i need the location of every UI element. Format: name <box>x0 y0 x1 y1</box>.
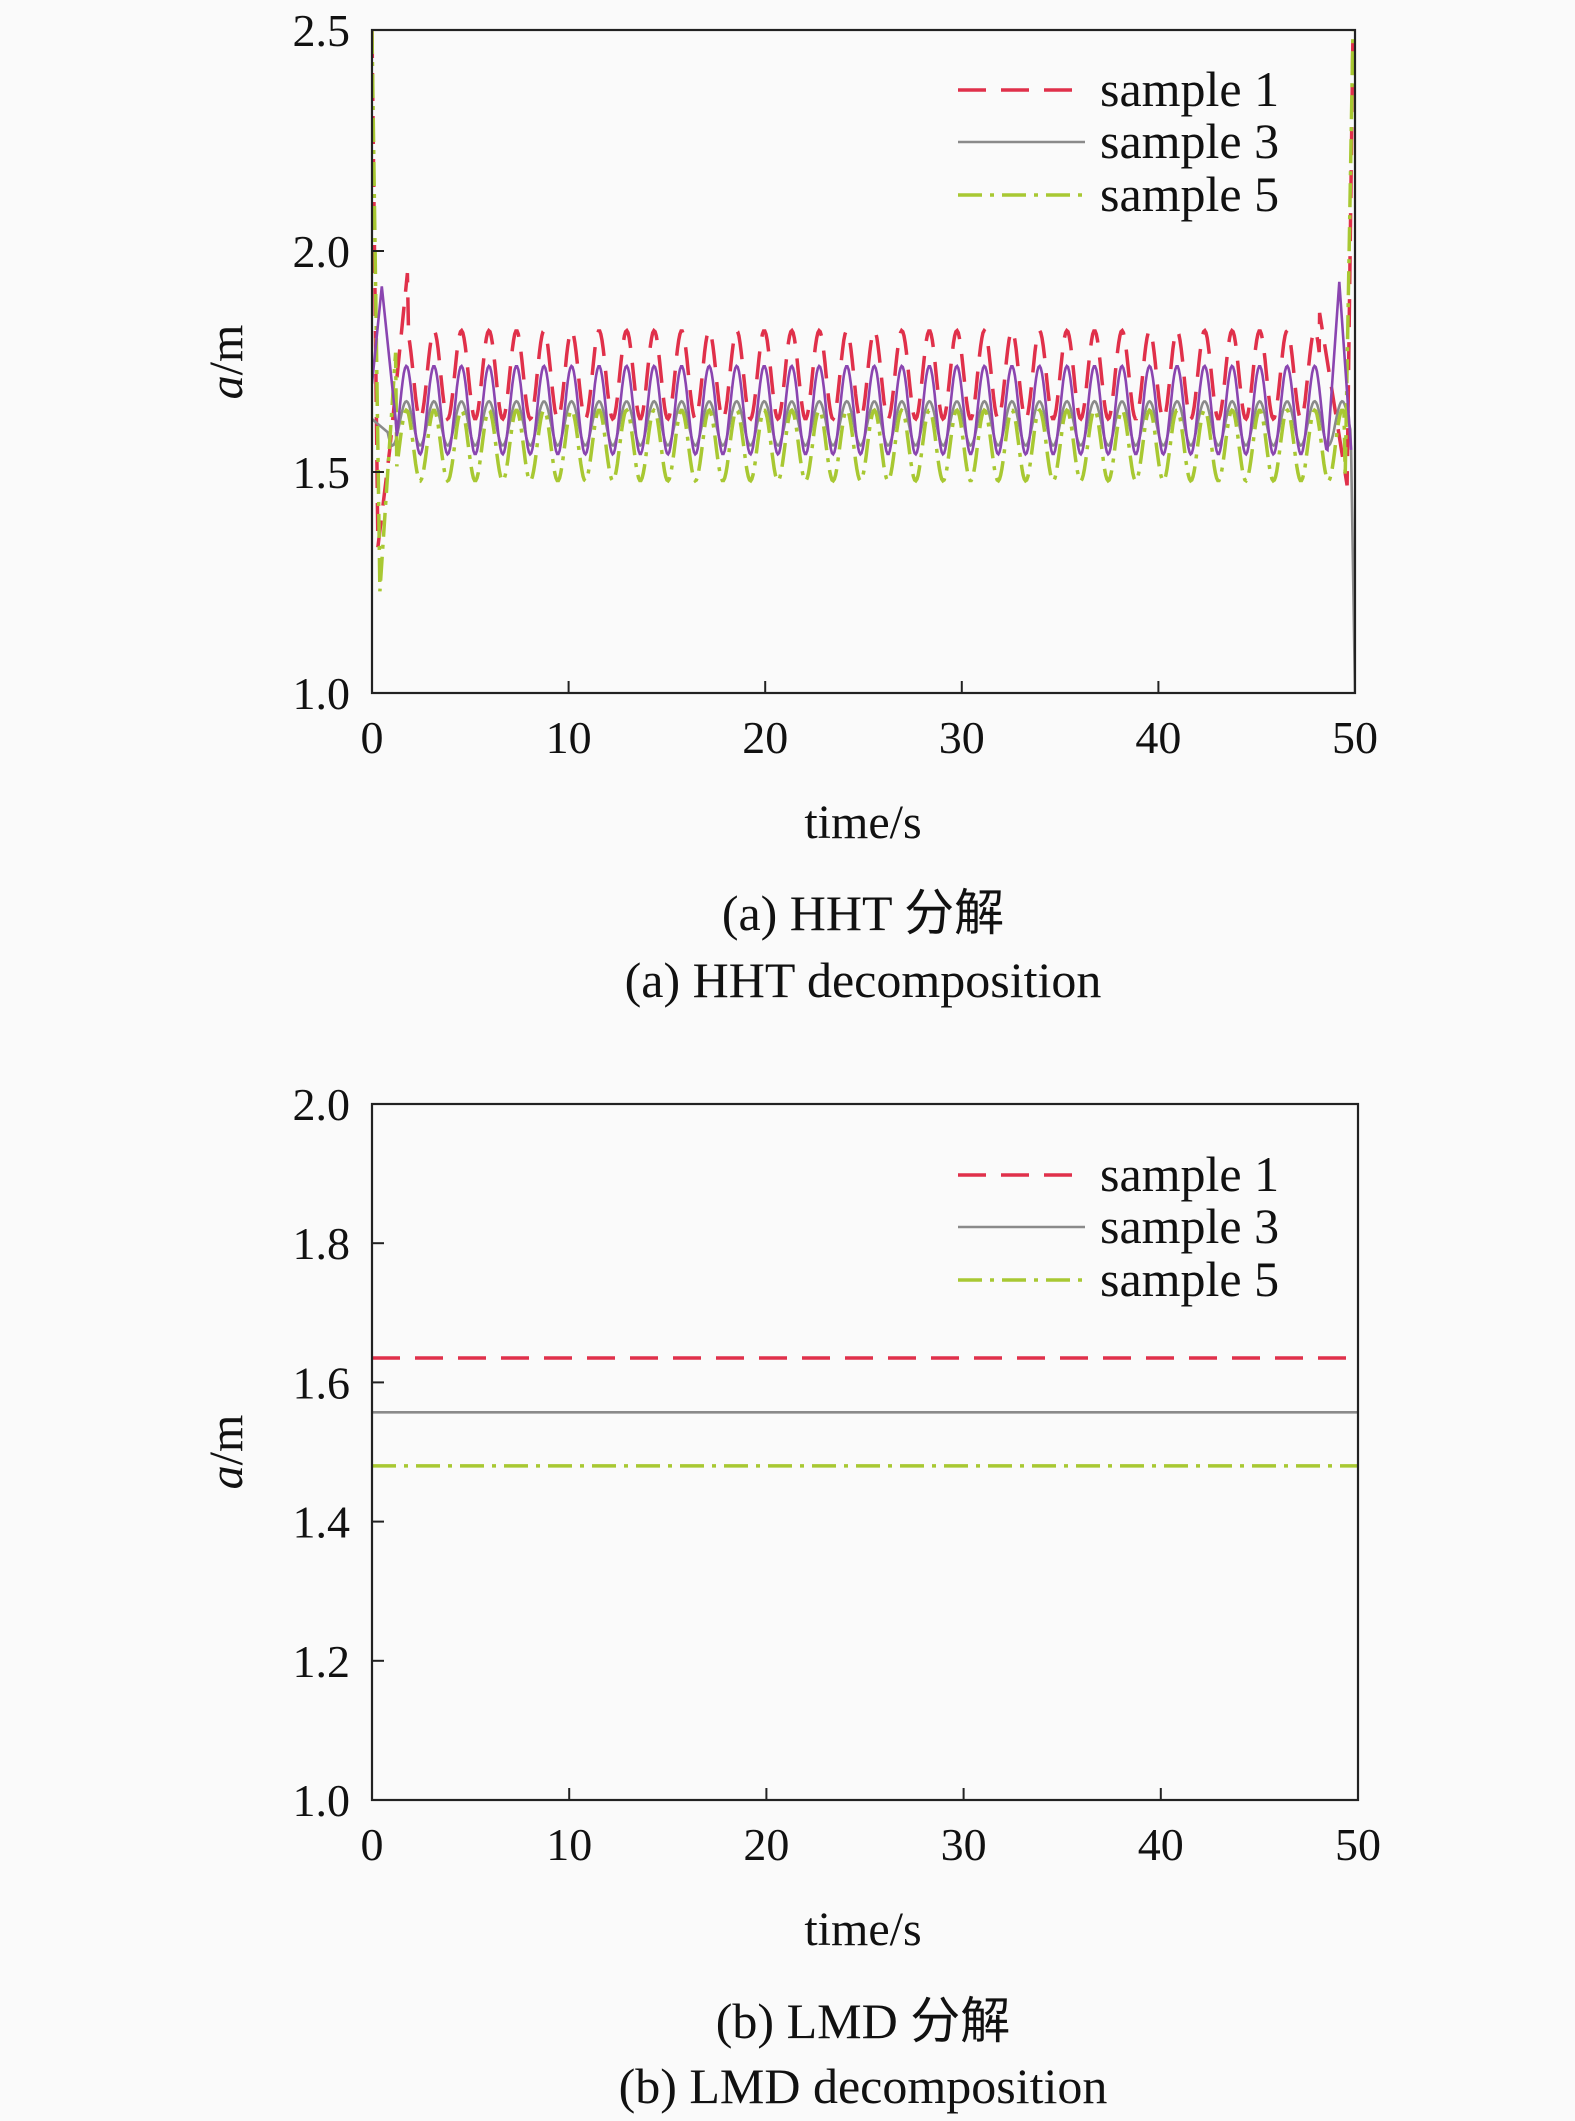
caption-cn: (a) HHT 分解 <box>722 885 1004 941</box>
tick-layer: 0 10 20 30 40 50 1.0 1.2 1.4 1.6 1.8 2.0 <box>293 1079 1382 1870</box>
x-tick-label: 50 <box>1335 1819 1381 1870</box>
series-line-unlabeled-3 <box>372 281 1353 457</box>
x-tick-label: 30 <box>939 712 985 763</box>
y-tick-label: 2.0 <box>293 1079 351 1130</box>
series-line-sample-5 <box>372 30 1355 592</box>
x-tick-label: 20 <box>742 712 788 763</box>
y-tick-label: 1.4 <box>293 1497 351 1548</box>
y-tick-label: 1.0 <box>293 668 351 719</box>
x-tick-label: 30 <box>941 1819 987 1870</box>
y-tick-label: 2.5 <box>293 5 351 56</box>
x-tick-label: 0 <box>361 712 384 763</box>
x-axis-title: time/s <box>804 1903 921 1956</box>
x-tick-label: 50 <box>1332 712 1378 763</box>
legend-label-sample-3: sample 3 <box>1100 1198 1279 1254</box>
y-tick-label: 1.6 <box>293 1357 351 1408</box>
x-tick-label: 40 <box>1135 712 1181 763</box>
x-tick-label: 0 <box>361 1819 384 1870</box>
caption-cn: (b) LMD 分解 <box>716 1993 1010 2049</box>
plot-frame <box>370 1102 1360 1802</box>
x-tick-label: 10 <box>546 1819 592 1870</box>
legend-label-sample-5: sample 5 <box>1100 166 1279 222</box>
legend-label-sample-3: sample 3 <box>1100 113 1279 169</box>
legend-label-sample-1: sample 1 <box>1100 61 1279 117</box>
y-tick-label: 1.5 <box>293 447 351 498</box>
x-tick-label: 40 <box>1138 1819 1184 1870</box>
legend-label-sample-1: sample 1 <box>1100 1146 1279 1202</box>
series-line-sample-1 <box>372 30 1355 548</box>
legend: sample 1 sample 3 sample 5 <box>958 61 1279 222</box>
caption-en: (b) LMD decomposition <box>619 2058 1108 2114</box>
chart-hht: 0 10 20 30 40 50 1.0 1.5 2.0 2.5 sample 1 sample … <box>200 5 1378 1008</box>
series-layer <box>372 30 1355 693</box>
legend-label-sample-5: sample 5 <box>1100 1251 1279 1307</box>
caption-en: (a) HHT decomposition <box>625 952 1102 1008</box>
x-tick-label: 20 <box>743 1819 789 1870</box>
x-axis-title: time/s <box>804 796 921 849</box>
chart-lmd: 0 10 20 30 40 50 1.0 1.2 1.4 1.6 1.8 2.0 sample 1 s… <box>200 1079 1381 2114</box>
x-tick-label: 10 <box>546 712 592 763</box>
legend: sample 1 sample 3 sample 5 <box>958 1146 1279 1307</box>
tick-layer: 0 10 20 30 40 50 1.0 1.5 2.0 2.5 <box>293 5 1379 763</box>
y-tick-label: 2.0 <box>293 226 351 277</box>
y-tick-label: 1.0 <box>293 1775 351 1826</box>
series-line-sample-3 <box>372 399 1355 693</box>
y-tick-label: 1.2 <box>293 1636 351 1687</box>
series-layer <box>372 1356 1358 1468</box>
y-axis-title: a/m <box>200 325 253 400</box>
plot-frame <box>370 28 1357 695</box>
y-tick-label: 1.8 <box>293 1218 351 1269</box>
y-axis-title: a/m <box>200 1415 253 1490</box>
